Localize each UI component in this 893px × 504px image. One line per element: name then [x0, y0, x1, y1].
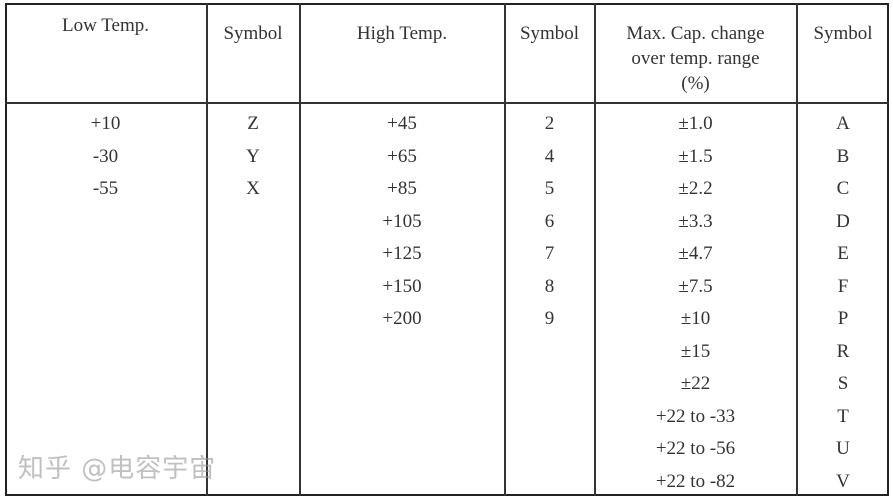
cap-change-value: ±1.0	[678, 113, 713, 134]
cap-change-symbol: T	[837, 405, 849, 427]
high-temp-symbol: 7	[544, 243, 555, 264]
high-temp-value: +150	[382, 275, 422, 297]
cap-change-symbol: P	[837, 308, 849, 329]
header-low-symbol: Symbol	[223, 23, 283, 44]
column-divider	[299, 3, 301, 496]
low-temp-symbol: Y	[246, 145, 260, 167]
cap-change-value: ±22	[680, 373, 711, 394]
cap-change-symbol: V	[836, 470, 850, 492]
cap-change-value: +22 to -33	[655, 405, 736, 427]
cap-change-symbol: U	[836, 438, 850, 459]
watermark-logo: 知乎 @电容宇宙	[18, 454, 217, 484]
high-temp-symbol: 4	[544, 145, 555, 167]
cap-change-value: ±10	[680, 308, 711, 329]
high-temp-value: +85	[387, 178, 417, 199]
cap-change-value: ±2.2	[678, 178, 713, 199]
column-divider	[796, 3, 798, 496]
high-temp-value: +45	[387, 113, 417, 134]
cap-change-value: ±15	[680, 340, 711, 362]
low-temp-symbol: Z	[247, 113, 259, 134]
header-cap-symbol: Symbol	[813, 23, 873, 44]
header-low-temp: Low Temp.	[62, 15, 149, 36]
high-temp-symbol: 2	[544, 113, 555, 134]
high-temp-symbol: 8	[544, 275, 555, 297]
low-temp-symbol: X	[246, 178, 260, 199]
cap-change-value: ±7.5	[678, 275, 713, 297]
column-divider	[206, 3, 208, 496]
cap-change-symbol: A	[836, 113, 850, 134]
low-temp-value: -30	[92, 145, 119, 167]
low-temp-value: -55	[92, 178, 119, 199]
high-temp-value: +65	[387, 145, 417, 167]
cap-change-symbol: F	[837, 275, 849, 297]
high-temp-symbol: 9	[544, 308, 555, 329]
header-line: over temp. range	[631, 48, 760, 69]
low-temp-value: +10	[90, 113, 121, 134]
cap-change-value: ±4.7	[678, 243, 713, 264]
header-max-cap-change: Max. Cap. change over temp. range (%)	[595, 21, 796, 96]
table-frame	[5, 3, 889, 496]
cap-change-symbol: C	[836, 178, 850, 199]
cap-change-value: +22 to -82	[655, 470, 736, 492]
header-high-symbol: Symbol	[519, 23, 580, 44]
cap-change-symbol: R	[836, 340, 850, 362]
cap-change-symbol: S	[837, 373, 849, 394]
header-line: Max. Cap. change	[626, 23, 765, 44]
cap-change-symbol: E	[837, 243, 849, 264]
cap-change-value: ±1.5	[678, 145, 713, 167]
column-divider	[504, 3, 506, 496]
header-high-temp: High Temp.	[356, 23, 448, 44]
cap-change-value: +22 to -56	[655, 438, 736, 459]
high-temp-value: +105	[382, 210, 422, 232]
high-temp-symbol: 6	[544, 210, 555, 232]
column-divider	[594, 3, 596, 496]
high-temp-value: +200	[382, 308, 422, 329]
cap-change-symbol: D	[836, 210, 850, 232]
high-temp-symbol: 5	[544, 178, 555, 199]
cap-change-symbol: B	[836, 145, 850, 167]
header-divider	[5, 102, 889, 104]
header-line: (%)	[681, 73, 710, 94]
cap-change-value: ±3.3	[678, 210, 713, 232]
high-temp-value: +125	[382, 243, 422, 264]
